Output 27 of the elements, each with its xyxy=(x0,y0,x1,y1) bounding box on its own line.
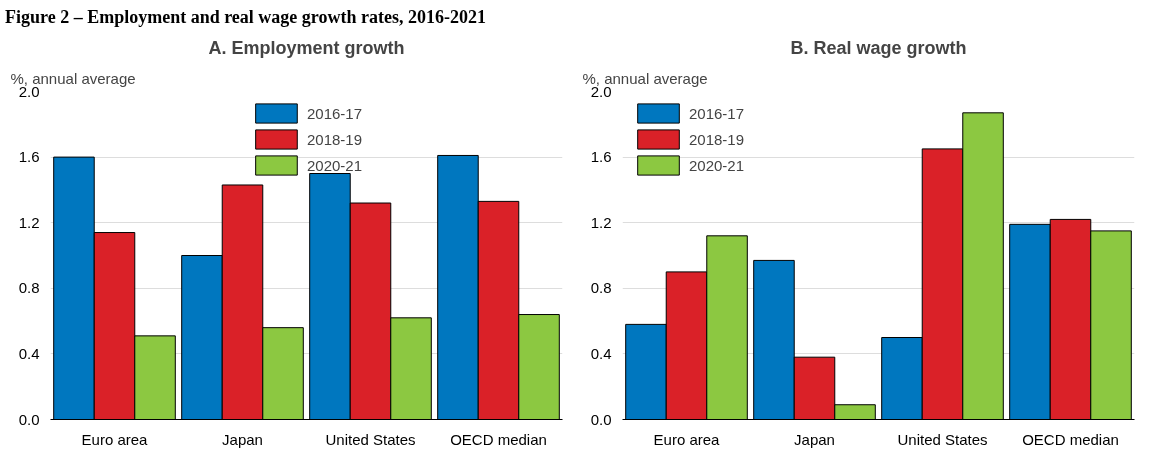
chart-title: B. Real wage growth xyxy=(790,37,967,58)
x-tick-label: Euro area xyxy=(653,430,721,448)
y-tick-label: 0.4 xyxy=(590,344,612,362)
y-tick-label: 1.2 xyxy=(590,213,612,231)
y-tick-label: 1.6 xyxy=(18,148,40,166)
x-tick-label: United States xyxy=(325,430,416,448)
legend-label: 2016-17 xyxy=(306,104,363,122)
legend-label: 2016-17 xyxy=(689,104,745,122)
x-tick-label: Japan xyxy=(794,430,835,448)
y-tick-label: 1.6 xyxy=(590,148,612,166)
caption: Figure 2 – Employment and real wage growth rates, 2016-2021 xyxy=(5,7,486,27)
y-tick-label: 1.2 xyxy=(18,213,40,231)
x-tick-label: Euro area xyxy=(81,430,149,448)
y-tick-label: 0.0 xyxy=(590,410,612,428)
x-tick-label: United States xyxy=(897,430,988,448)
y-tick-label: 0.8 xyxy=(18,279,40,297)
x-tick-label: Japan xyxy=(222,430,263,448)
x-tick-label: OECD median xyxy=(1022,430,1119,448)
legend-label: 2018-19 xyxy=(689,130,745,148)
chart-title: A. Employment growth xyxy=(208,37,405,58)
x-tick-label: OECD median xyxy=(450,430,547,448)
legend-label: 2020-21 xyxy=(306,156,363,174)
legend-label: 2018-19 xyxy=(306,130,363,148)
y-tick-label: 0.4 xyxy=(18,344,40,362)
y-tick-label: 0.0 xyxy=(18,410,40,428)
y-tick-label: 0.8 xyxy=(590,279,612,297)
legend-label: 2020-21 xyxy=(689,156,745,174)
